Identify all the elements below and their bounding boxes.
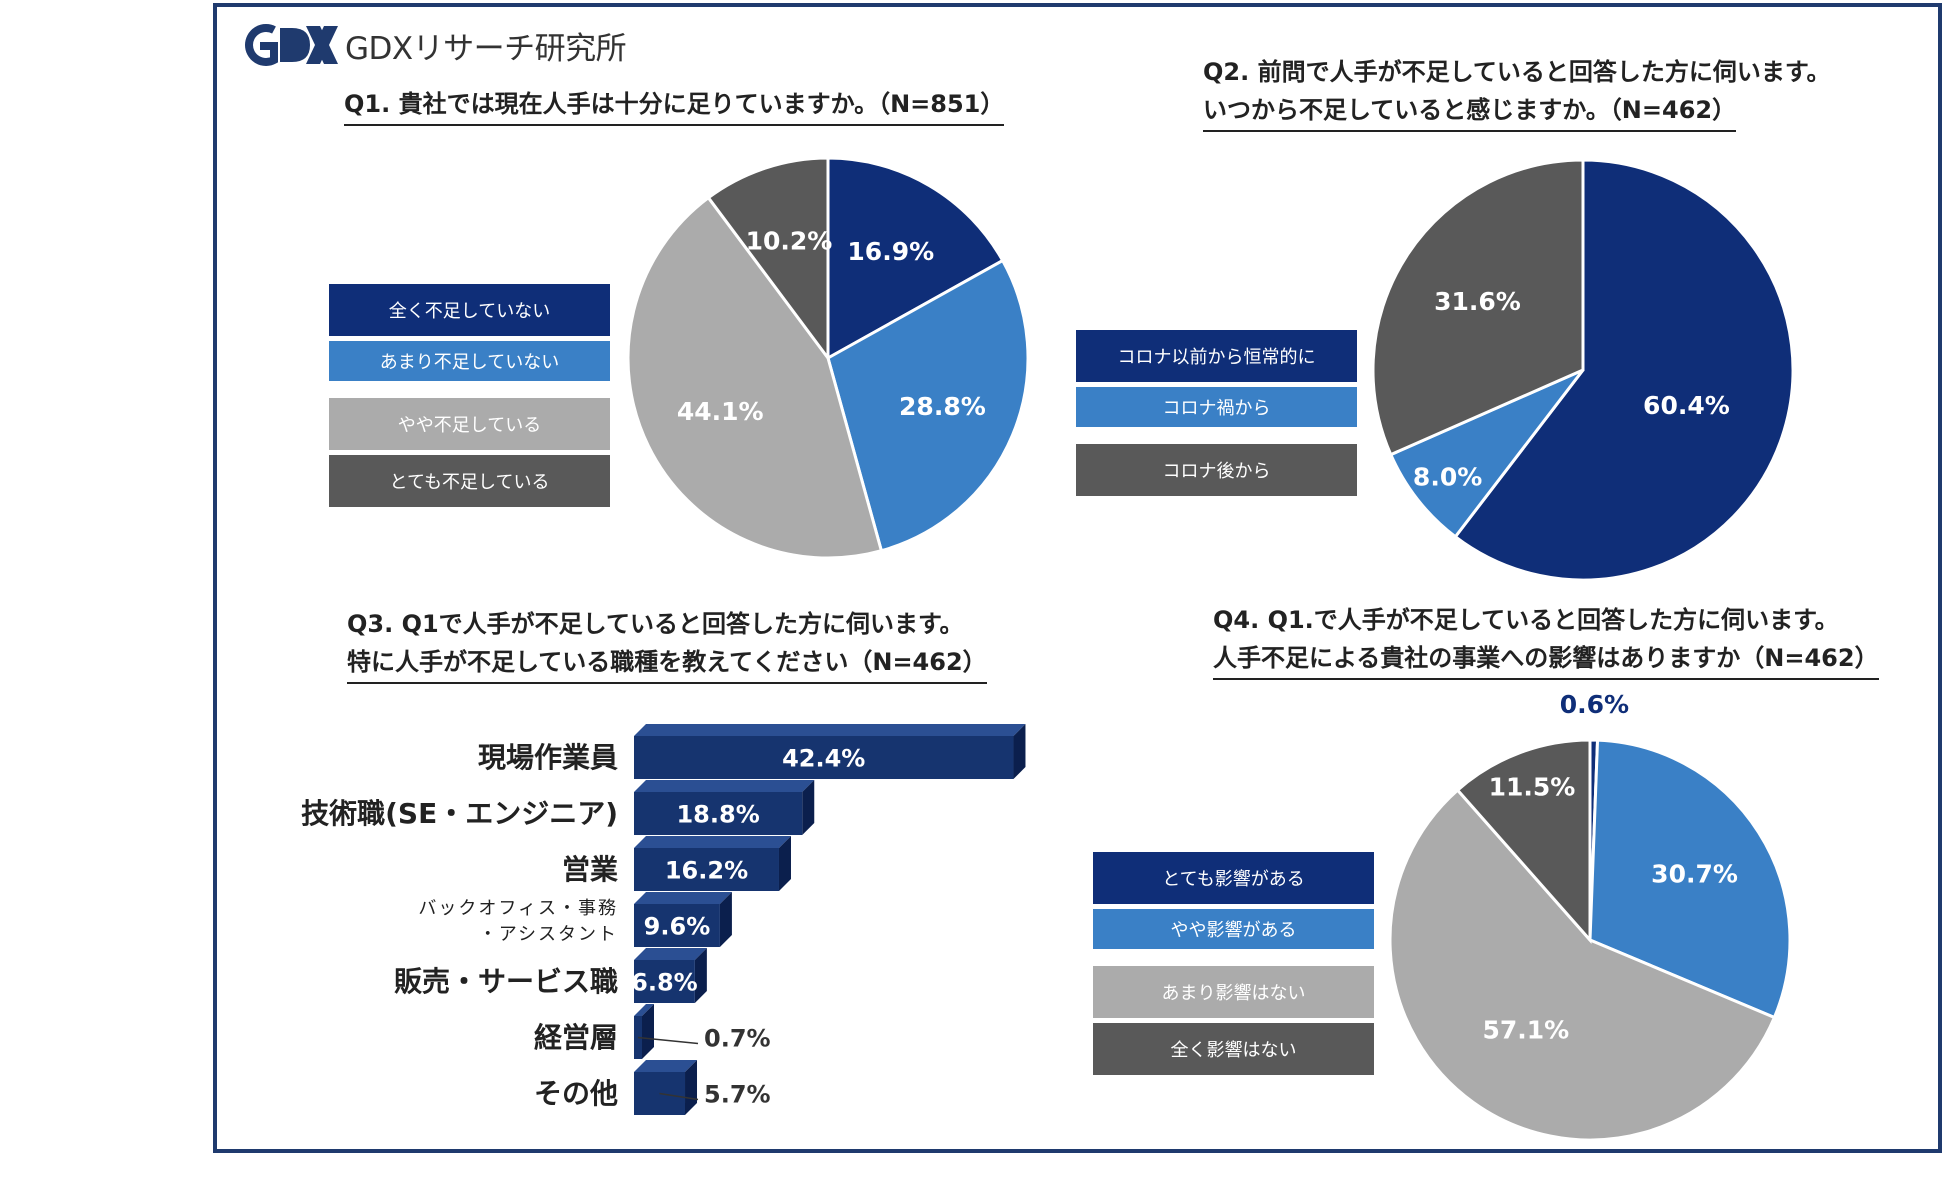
q3-category-label-1-line-0: 技術職(SE・エンジニア): [301, 797, 618, 830]
q3-category-label-5-line-0: 経営層: [533, 1021, 618, 1054]
q1-legend-item-2: やや不足している: [329, 398, 610, 450]
q3-category-label-6: その他: [534, 1076, 618, 1112]
q3-category-label-0: 現場作業員: [478, 740, 618, 776]
q3-category-label-3: バックオフィス・事務・アシスタント: [418, 896, 618, 948]
q1-legend-item-3: とても不足している: [329, 455, 610, 507]
q3-title-line2: 特に人手が不足している職種を教えてください（N=462）: [347, 644, 987, 684]
q4-legend-item-3: 全く影響はない: [1093, 1023, 1374, 1075]
q3-category-label-2-line-0: 営業: [561, 853, 618, 886]
q2-title-line1: Q2. 前問で人手が不足していると回答した方に伺います。: [1203, 58, 1831, 86]
q3-category-label-6-line-0: その他: [533, 1077, 618, 1110]
q4-legend-item-0: とても影響がある: [1093, 852, 1374, 904]
q2-legend-item-1: コロナ禍から: [1076, 387, 1357, 427]
q3-category-label-3-line-0: バックオフィス・事務: [418, 898, 618, 919]
q3-category-label-1: 技術職(SE・エンジニア): [301, 796, 618, 832]
q3-category-label-5: 経営層: [534, 1020, 618, 1056]
q4-legend-item-1: やや影響がある: [1093, 909, 1374, 949]
q1-legend-item-0: 全く不足していない: [329, 284, 610, 336]
q3-category-label-4: 販売・サービス職: [394, 964, 618, 1000]
q2-title-line2: いつから不足していると感じますか。（N=462）: [1203, 92, 1737, 132]
logo-text: GDXリサーチ研究所: [345, 30, 627, 67]
q1-title: Q1. 貴社では現在人手は十分に足りていますか。（N=851）: [344, 86, 1005, 126]
q3-title-line1: Q3. Q1で人手が不足していると回答した方に伺います。: [347, 610, 964, 638]
logo: GDXリサーチ研究所: [234, 22, 627, 68]
q3-category-label-0-line-0: 現場作業員: [477, 741, 618, 774]
q4-legend-item-2: あまり影響はない: [1093, 966, 1374, 1018]
q4-title-line2: 人手不足による貴社の事業への影響はありますか（N=462）: [1213, 640, 1879, 680]
q3-category-label-4-line-0: 販売・サービス職: [393, 965, 618, 998]
q2-legend-item-0: コロナ以前から恒常的に: [1076, 330, 1357, 382]
gdx-logo-mark: [245, 24, 338, 66]
q3-category-label-3-line-1: ・アシスタント: [478, 924, 618, 945]
q2-legend-item-2: コロナ後から: [1076, 444, 1357, 496]
q3-category-label-2: 営業: [562, 852, 618, 888]
q1-legend-item-1: あまり不足していない: [329, 341, 610, 381]
q4-title-line1: Q4. Q1.で人手が不足していると回答した方に伺います。: [1213, 606, 1839, 634]
